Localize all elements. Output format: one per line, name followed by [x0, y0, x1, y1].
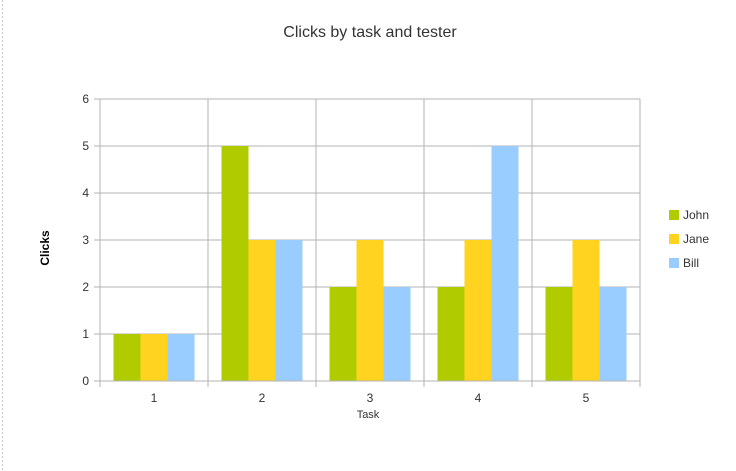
bar-john-task-3: [329, 287, 357, 381]
axes: 0 1 2 3 4 5 6 1 2 3 4 5: [82, 92, 641, 405]
y-tick-label: 0: [82, 374, 89, 388]
x-tick-label: 4: [475, 391, 482, 405]
y-tick-label: 5: [82, 139, 89, 153]
left-edge-dots: [2, 0, 3, 471]
bar-bill-task-3: [383, 287, 411, 381]
bar-john-task-5: [545, 287, 573, 381]
x-tick-label: 5: [583, 391, 590, 405]
bar-bill-task-5: [599, 287, 627, 381]
bar-jane-task-3: [356, 240, 384, 381]
legend-label-john: John: [683, 208, 709, 222]
y-tick-label: 4: [82, 186, 89, 200]
legend-label-bill: Bill: [683, 256, 699, 270]
y-tick-label: 2: [82, 280, 89, 294]
bar-jane-task-1: [140, 334, 168, 381]
chart-title: Clicks by task and tester: [283, 24, 457, 41]
x-tick-label: 1: [151, 391, 158, 405]
y-tick-label: 1: [82, 327, 89, 341]
legend-swatch-bill: [669, 258, 679, 268]
legend: John Jane Bill: [669, 208, 709, 270]
x-tick-label: 2: [259, 391, 266, 405]
legend-label-jane: Jane: [683, 232, 709, 246]
bar-jane-task-2: [248, 240, 276, 381]
bar-jane-task-5: [572, 240, 600, 381]
legend-swatch-john: [669, 210, 679, 220]
y-tick-label: 3: [82, 233, 89, 247]
bar-john-task-4: [437, 287, 465, 381]
bars: [113, 146, 627, 381]
bar-jane-task-4: [464, 240, 492, 381]
bar-john-task-1: [113, 334, 141, 381]
x-tick-label: 3: [367, 391, 374, 405]
bar-john-task-2: [221, 146, 249, 381]
x-axis-title: Task: [357, 409, 380, 421]
y-axis-title: Clicks: [38, 230, 52, 266]
bar-bill-task-4: [491, 146, 519, 381]
bar-bill-task-2: [275, 240, 303, 381]
bar-bill-task-1: [167, 334, 195, 381]
legend-swatch-jane: [669, 234, 679, 244]
y-tick-label: 6: [82, 92, 89, 106]
